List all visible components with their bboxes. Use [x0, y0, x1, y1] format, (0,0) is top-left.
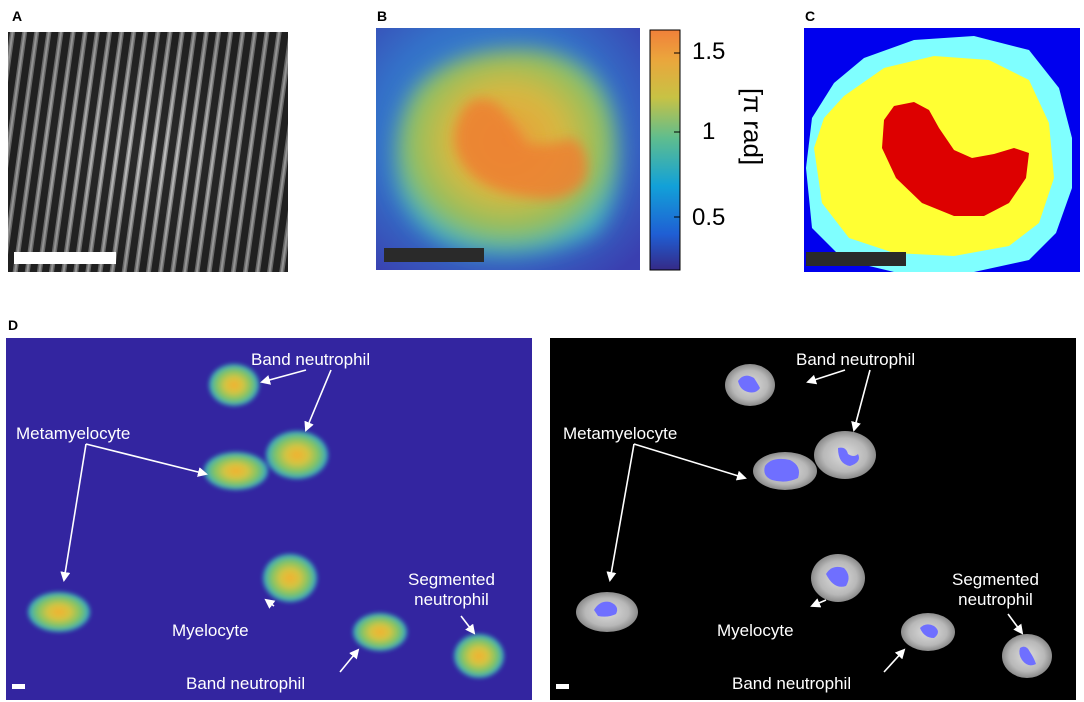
segmented-cells	[576, 364, 1052, 678]
cell	[266, 431, 328, 479]
cell	[209, 364, 259, 406]
scale-bar	[556, 684, 569, 689]
label-segmented-line2-right: neutrophil	[958, 590, 1033, 609]
label-segmented-neutrophil-right: Segmented neutrophil	[952, 570, 1039, 610]
panel-label-c: C	[805, 8, 816, 24]
label-segmented-line1: Segmented	[408, 570, 495, 589]
panel-a-fringe-image	[8, 32, 288, 272]
label-segmented-neutrophil: Segmented neutrophil	[408, 570, 495, 610]
label-metamyelocyte: Metamyelocyte	[16, 424, 131, 443]
label-band-neutrophil-bottom: Band neutrophil	[186, 674, 306, 693]
colorbar	[649, 29, 681, 271]
label-metamyelocyte-right: Metamyelocyte	[563, 424, 678, 443]
label-band-neutrophil-top: Band neutrophil	[251, 350, 371, 369]
panel-label-a: A	[12, 8, 23, 24]
label-segmented-line2: neutrophil	[414, 590, 489, 609]
cell	[353, 613, 407, 651]
panel-label-b: B	[377, 8, 388, 24]
panel-label-d: D	[8, 317, 19, 333]
colorbar-tick-0-5: 0.5	[692, 204, 726, 231]
cell	[263, 554, 317, 602]
scale-bar	[384, 248, 484, 262]
panel-b-phase-map	[376, 28, 640, 270]
label-band-neutrophil-top-right: Band neutrophil	[796, 350, 916, 369]
cell	[454, 634, 504, 678]
scale-bar	[14, 252, 116, 264]
cell	[204, 452, 268, 490]
colorbar-tick-1: 1	[702, 118, 716, 145]
label-band-neutrophil-bottom-right: Band neutrophil	[732, 674, 852, 693]
label-myelocyte-right: Myelocyte	[717, 621, 794, 640]
colorbar-unit-label: [π rad]	[738, 88, 768, 166]
panel-c-segmentation	[804, 28, 1080, 272]
scale-bar	[806, 252, 906, 266]
label-myelocyte: Myelocyte	[172, 621, 249, 640]
cell	[28, 592, 90, 632]
label-segmented-line1-right: Segmented	[952, 570, 1039, 589]
panel-d-segmented-overview	[550, 338, 1076, 700]
cell-markers	[28, 364, 504, 678]
colorbar-tick-1-5: 1.5	[692, 38, 726, 65]
scale-bar	[12, 684, 25, 689]
panel-d-phase-overview	[6, 338, 532, 700]
